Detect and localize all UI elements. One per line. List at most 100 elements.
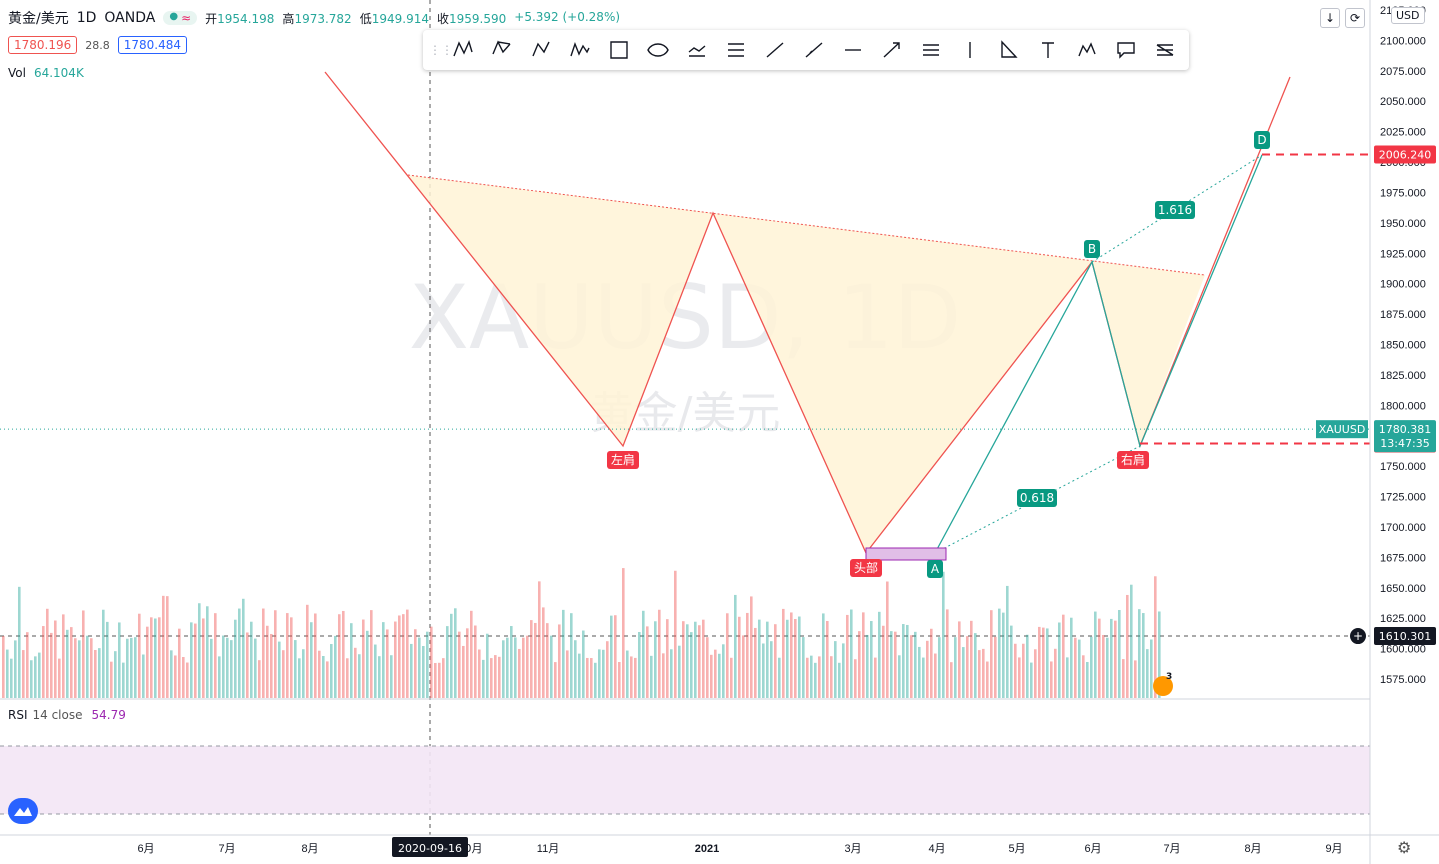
volume-bar [506,637,509,698]
market-status-icon[interactable]: ● ≈ [163,11,198,25]
regression-tool-button[interactable] [1145,30,1184,70]
volume-bar [114,651,117,698]
three-drives-tool-button[interactable] [599,30,638,70]
crosshair-date-bg [392,837,468,857]
pitchfork-tool-button[interactable] [1067,30,1106,70]
ratio-bd-label-text: 1.616 [1158,203,1192,217]
volume-bar [882,625,885,698]
fib-retracement-tool-button[interactable] [716,30,755,70]
volume-bar [82,610,85,698]
rsi-legend[interactable]: RSI 14 close 54.79 [8,708,126,722]
volume-bar [1026,634,1029,698]
symbol-name[interactable]: 黄金/美元 [8,11,69,27]
down-arrow-icon[interactable]: ↓ [1320,8,1340,28]
callout-tool-button[interactable] [1106,30,1145,70]
time-tick-label: 8月 [1244,843,1261,855]
volume-bar [58,658,61,698]
volume-legend[interactable]: Vol 64.104K [8,66,84,80]
volume-bar [994,636,997,698]
drag-handle-icon[interactable]: ⋮⋮ [429,43,453,57]
volume-bar [518,648,521,698]
head-zone-box [865,547,947,561]
volume-bar [1050,661,1053,698]
target-price-tag-text: 2006.240 [1379,148,1432,161]
volume-bar [974,633,977,698]
arrow-tool-button[interactable] [872,30,911,70]
trend-line-tool-button[interactable] [755,30,794,70]
triangle-pattern-tool-button[interactable] [560,30,599,70]
time-tick-label: 8月 [301,843,318,855]
volume-bar [1014,643,1017,698]
refresh-icon[interactable]: ⟳ [1345,8,1365,28]
point-b-label-text: B [1088,242,1096,256]
volume-bar [358,654,361,698]
volume-bar [998,608,1001,698]
elliott-wave-tool-button[interactable] [677,30,716,70]
bid-price[interactable]: 1780.196 [8,36,78,54]
volume-bar [230,640,233,698]
text-tool-button[interactable] [1028,30,1067,70]
trend-angle-tool-button[interactable] [989,30,1028,70]
drawing-toolbar[interactable]: ⋮⋮ [423,30,1189,70]
volume-bar [746,612,749,698]
volume-bar [330,644,333,698]
volume-bar [206,606,209,698]
price-tick-label: 1925.000 [1380,248,1426,260]
regression-icon [1156,44,1173,56]
volume-bar [122,662,125,698]
volume-bar [70,627,73,698]
volume-bar [958,621,961,698]
volume-bar [1138,609,1141,698]
volume-bar [26,632,29,698]
volume-bar [326,661,329,698]
xabcd-pattern-tool-button[interactable] [443,30,482,70]
cypher-pattern-tool-button[interactable] [482,30,521,70]
volume-bar [782,608,785,698]
volume-bar [586,657,589,698]
volume-bar [90,638,93,698]
volume-bar [510,626,513,698]
price-tick-label: 2025.000 [1380,127,1426,139]
symbol-legend[interactable]: 黄金/美元 1D OANDA ● ≈ 开1954.198 高1973.782 低1… [8,8,620,28]
vertical-line-tool-button[interactable] [950,30,989,70]
volume-bar [1078,639,1081,698]
ratio-bd-label-bg [1155,201,1195,219]
volume-bar [934,653,937,698]
time-tick-label: 3月 [844,843,861,855]
price-tick-label: 1825.000 [1380,370,1426,382]
crosshair-price-tag: +1610.301 [1350,627,1436,646]
volume-bar [354,647,357,698]
cypher-pattern-icon [491,40,511,55]
volume-bar [950,662,953,698]
head-label-bg [850,559,882,577]
ask-price[interactable]: 1780.484 [117,36,188,54]
volume-bar [590,658,593,698]
price-tick-label: 1725.000 [1380,492,1426,504]
volume-bar [790,612,793,698]
ray-tool-button[interactable] [794,30,833,70]
volume-bar [686,624,689,698]
parallel-channel-tool-button[interactable] [911,30,950,70]
ohlc-change: +5.392 (+0.28%) [514,9,621,24]
volume-bar [174,655,177,698]
crosshair-price-text: 1610.301 [1379,630,1432,643]
volume-bar [98,648,101,698]
volume-bar [1074,637,1077,698]
settings-gear-icon[interactable]: ⚙ [1397,838,1412,857]
volume-bar [938,637,941,698]
volume-bar [410,643,413,698]
volume-bar [258,660,261,698]
price-tick-label: 2100.000 [1380,35,1426,47]
head-shoulders-tool-button[interactable] [638,30,677,70]
tradingview-logo-icon[interactable] [8,798,38,824]
volume-bar [266,625,269,698]
horizontal-line-tool-button[interactable] [833,30,872,70]
volume-bar [550,635,553,698]
volume-label: Vol [8,66,26,80]
xabcd-legs [934,154,1263,554]
volume-bar [198,603,201,698]
abcd-pattern-tool-button[interactable] [521,30,560,70]
currency-button[interactable]: USD [1391,7,1425,24]
volume-bar [522,637,525,698]
